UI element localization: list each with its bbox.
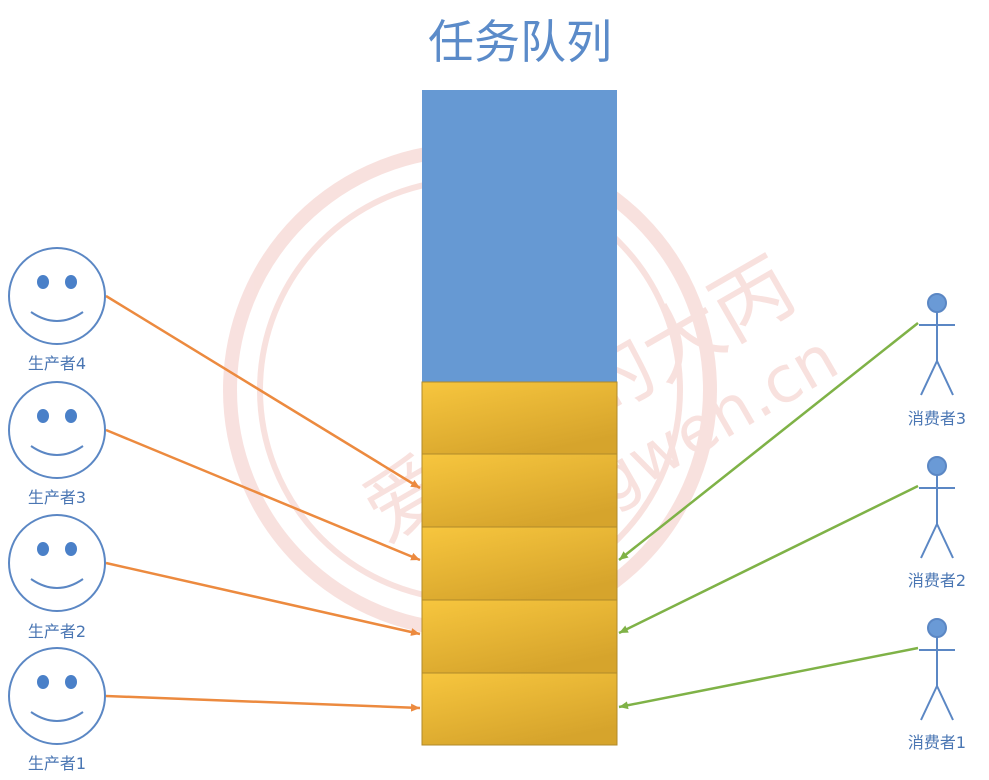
- producer-4: 生产者4: [8, 247, 106, 373]
- producer-2: 生产者2: [8, 514, 106, 641]
- consumer-1-label: 消费者1: [908, 733, 966, 752]
- consumer-3-label: 消费者3: [908, 409, 966, 428]
- producer-3-arrow: [105, 428, 421, 562]
- smiley-icon: [8, 514, 106, 612]
- producers: 生产者4 生产者3 生产者2: [8, 247, 106, 773]
- producer-3: 生产者3: [8, 381, 106, 507]
- queue-slot-3: [421, 599, 618, 674]
- consumer-3: 消费者3: [908, 293, 966, 428]
- stick-person-icon: [919, 293, 955, 396]
- queue-slot-4: [421, 672, 618, 746]
- producer-2-arrow: [105, 561, 421, 636]
- consumer-3-arrow: [618, 322, 919, 561]
- producer-1-arrow: [105, 694, 421, 712]
- consumer-2-label: 消费者2: [908, 571, 966, 590]
- queue-slot-1: [421, 453, 618, 528]
- queue-slot-2: [421, 526, 618, 601]
- consumer-2: 消费者2: [908, 456, 966, 590]
- producer-4-label: 生产者4: [28, 354, 86, 373]
- consumer-arrows: [618, 322, 919, 710]
- consumer-1: 消费者1: [908, 618, 966, 752]
- producer-arrows: [105, 294, 421, 712]
- producer-1: 生产者1: [8, 647, 106, 773]
- diagram-title: 任务队列: [428, 15, 612, 69]
- producer-1-label: 生产者1: [28, 754, 86, 773]
- consumer-1-arrow: [618, 646, 919, 710]
- smiley-icon: [8, 247, 106, 345]
- smiley-icon: [8, 381, 106, 479]
- consumer-2-arrow: [618, 484, 919, 635]
- consumers: 消费者3 消费者2 消费者1: [908, 293, 966, 752]
- stick-person-icon: [919, 456, 955, 559]
- producer-2-label: 生产者2: [28, 622, 86, 641]
- smiley-icon: [8, 647, 106, 745]
- queue-slot-0: [421, 381, 618, 455]
- queue-empty-space: [422, 90, 617, 382]
- task-queue: [421, 90, 618, 746]
- producer-4-arrow: [105, 294, 421, 490]
- producer-3-label: 生产者3: [28, 488, 86, 507]
- stick-person-icon: [919, 618, 955, 721]
